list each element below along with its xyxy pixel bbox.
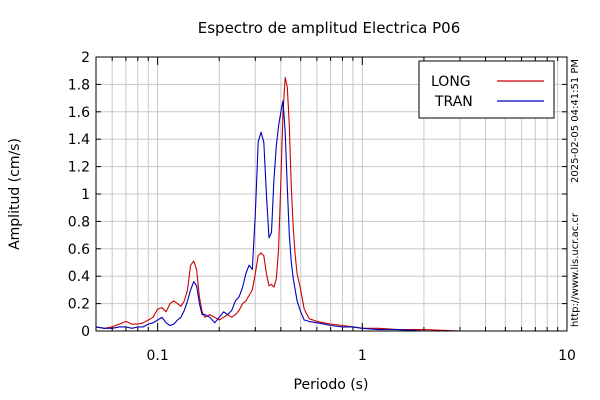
- grid: [96, 57, 567, 331]
- series-line-tran: [95, 100, 567, 332]
- legend: LONG TRAN: [418, 60, 555, 119]
- legend-label-long: LONG: [431, 74, 471, 90]
- y-tick-label: 2: [81, 50, 90, 66]
- x-tick-label: 0.1: [146, 348, 168, 364]
- y-tick-label: 1.2: [68, 160, 90, 176]
- y-tick-label: 0.6: [68, 242, 90, 258]
- series-lines: [95, 76, 567, 332]
- y-tick-label: 0: [81, 324, 90, 340]
- y-tick-label: 1: [81, 187, 90, 203]
- x-axis-label: Periodo (s): [294, 377, 369, 393]
- axes: 0 0.2 0.4 0.6 0.8 1 1.2 1.4 1.6 1.8 2 0.1 1 10: [68, 50, 576, 364]
- legend-box: [418, 60, 555, 119]
- chart-title: Espectro de amplitud Electrica P06: [198, 19, 461, 37]
- y-tick-label: 0.8: [68, 214, 90, 230]
- x-tick-label: 10: [558, 348, 576, 364]
- legend-label-tran: TRAN: [434, 94, 473, 110]
- y-tick-label: 1.8: [68, 77, 90, 93]
- y-tick-label: 0.4: [68, 269, 90, 285]
- y-tick-label: 1.4: [68, 132, 90, 148]
- y-axis-label: Amplitud (cm/s): [7, 138, 23, 250]
- series-line-long: [95, 76, 567, 332]
- y-tick-label: 1.6: [68, 105, 90, 121]
- timestamp-text: 2025-02-05 04:41:51 PM: [570, 59, 581, 183]
- y-tick-label: 0.2: [68, 297, 90, 313]
- source-url-text: http://www.lis.ucr.ac.cr: [570, 212, 581, 327]
- x-tick-label: 1: [358, 348, 367, 364]
